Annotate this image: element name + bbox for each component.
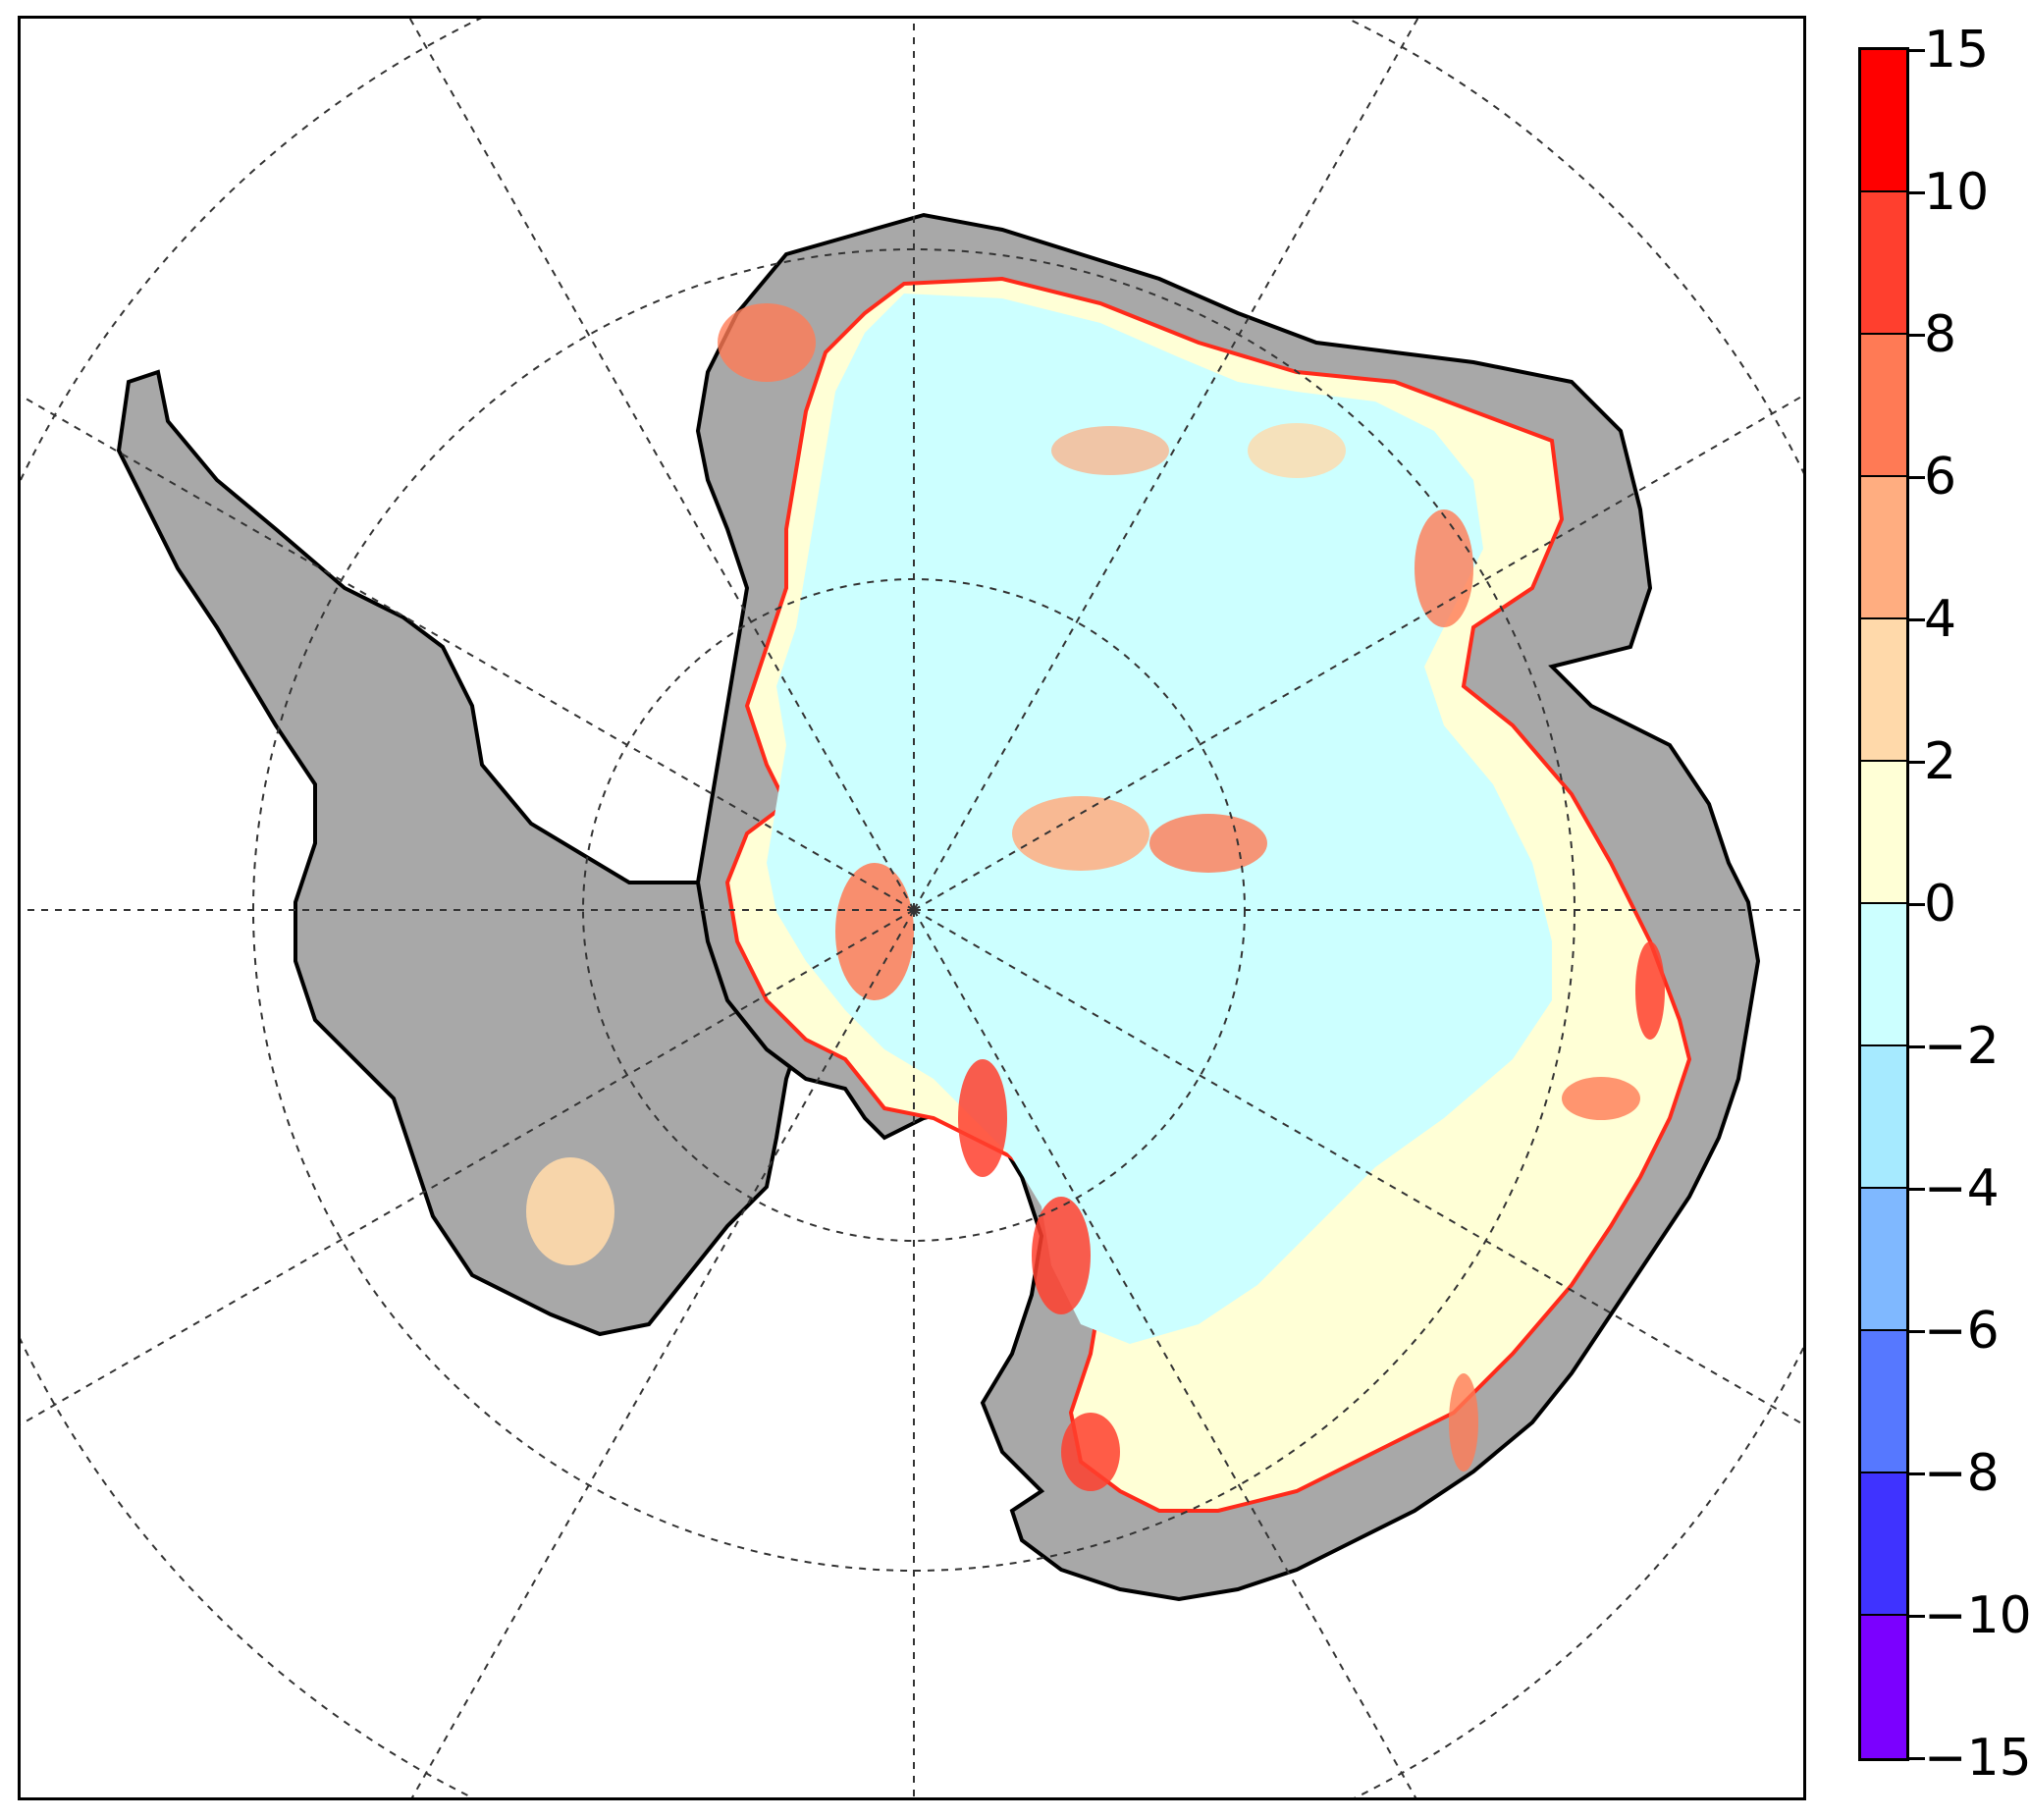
colorbar-segment xyxy=(1861,1046,1906,1189)
colorbar-segment xyxy=(1861,1616,1906,1758)
colorbar-tick xyxy=(1909,1045,1925,1048)
field-slight-negative xyxy=(767,294,1552,1344)
anomaly-patch xyxy=(1415,509,1473,627)
colorbar-tick xyxy=(1909,903,1925,906)
colorbar-tick-label: 0 xyxy=(1924,875,1957,934)
colorbar-tick xyxy=(1909,1330,1925,1333)
antarctica-map xyxy=(21,19,1803,1797)
colorbar-tick-label: −15 xyxy=(1924,1729,2029,1788)
colorbar-tick-label: −8 xyxy=(1924,1444,2000,1503)
colorbar-segment xyxy=(1861,762,1906,904)
colorbar-tick-label: 8 xyxy=(1924,305,1957,364)
anomaly-patch xyxy=(1032,1197,1091,1314)
colorbar-segment xyxy=(1861,477,1906,619)
colorbar-tick-label: 4 xyxy=(1924,590,1957,649)
colorbar-segment xyxy=(1861,192,1906,335)
colorbar-tick xyxy=(1909,761,1925,764)
map-frame xyxy=(18,16,1806,1800)
colorbar-tick-label: 15 xyxy=(1924,21,1990,80)
colorbar-tick xyxy=(1909,1757,1925,1760)
colorbar-tick xyxy=(1909,618,1925,621)
anomaly-patch xyxy=(718,303,816,382)
colorbar-segment xyxy=(1861,335,1906,477)
warm-anomaly-patches xyxy=(526,303,1665,1491)
colorbar-tick-label: 10 xyxy=(1924,163,1990,222)
anomaly-patch xyxy=(1562,1077,1640,1120)
colorbar-segment xyxy=(1861,904,1906,1046)
antarctic-peninsula xyxy=(116,369,809,1337)
colorbar-segment xyxy=(1861,1473,1906,1616)
graticule xyxy=(21,19,1803,1797)
colorbar-tick xyxy=(1909,476,1925,479)
colorbar-tick-label: 2 xyxy=(1924,732,1957,791)
colorbar-tick xyxy=(1909,1615,1925,1618)
anomaly-patch xyxy=(526,1157,614,1265)
colorbar-tick-label: −10 xyxy=(1924,1586,2029,1645)
anomaly-patch xyxy=(1635,941,1665,1040)
colorbar-tick-label: −4 xyxy=(1924,1159,2000,1218)
colorbar-segment xyxy=(1861,50,1906,192)
colorbar-tick-label: −6 xyxy=(1924,1302,2000,1361)
anomaly-patch xyxy=(1051,426,1169,475)
colorbar-tick xyxy=(1909,1188,1925,1191)
meridian-line xyxy=(913,395,1803,911)
anomaly-patch xyxy=(1449,1373,1478,1472)
anomaly-patch xyxy=(1012,796,1149,871)
colorbar-segment xyxy=(1861,1189,1906,1331)
anomaly-patch xyxy=(1061,1413,1120,1491)
anomaly-patch xyxy=(1149,814,1267,873)
anomaly-patch xyxy=(958,1059,1007,1177)
colorbar-tick xyxy=(1909,191,1925,194)
colorbar-tick xyxy=(1909,334,1925,337)
meridian-line xyxy=(913,909,1803,1425)
colorbar xyxy=(1858,47,1909,1761)
colorbar-tick-label: −2 xyxy=(1924,1017,2000,1076)
colorbar-segment xyxy=(1861,619,1906,762)
anomaly-patch xyxy=(1248,423,1346,478)
colorbar-segment xyxy=(1861,1331,1906,1473)
colorbar-tick-label: 6 xyxy=(1924,448,1957,507)
colorbar-tick xyxy=(1909,1472,1925,1475)
colorbar-tick xyxy=(1909,49,1925,52)
